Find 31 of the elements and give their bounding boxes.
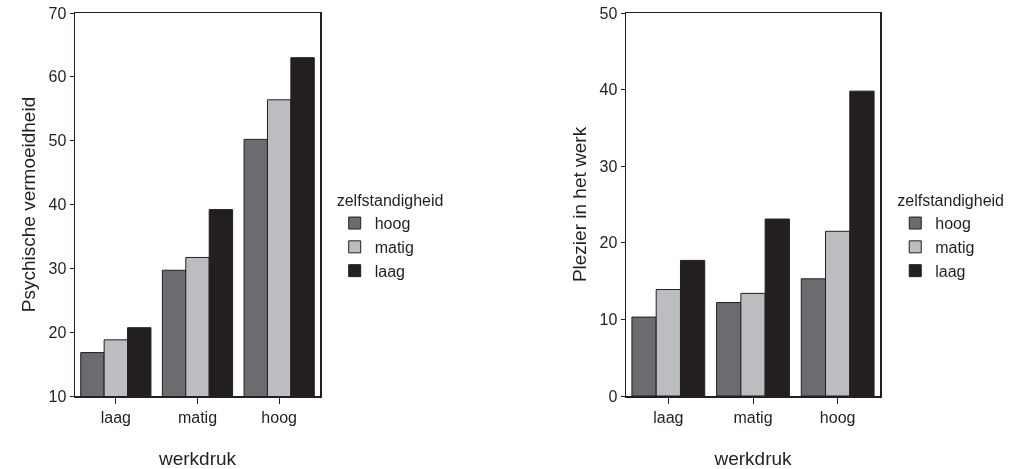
y-tick-label: 10 xyxy=(599,311,618,328)
legend-title: zelfstandigheid xyxy=(336,192,444,210)
y-tick-label: 40 xyxy=(48,196,67,214)
x-axis-title: werkdruk xyxy=(713,448,793,469)
y-tick-label: 20 xyxy=(599,234,618,252)
legend-label: hoog xyxy=(374,215,411,233)
y-tick-label: 10 xyxy=(48,387,67,405)
y-tick-label: 40 xyxy=(599,81,618,99)
x-axis-title: werkdruk xyxy=(157,448,237,469)
y-tick-label: 50 xyxy=(48,132,67,150)
y-tick-label: 30 xyxy=(48,259,67,277)
y-tick-label: 50 xyxy=(599,4,618,22)
y-tick-label: 60 xyxy=(48,68,67,86)
y-tick-label: 70 xyxy=(48,4,67,22)
x-tick-label: hoog xyxy=(261,408,297,426)
legend-label: laag xyxy=(374,262,405,280)
x-tick-label: laag xyxy=(653,408,684,426)
legend-title: zelfstandigheid xyxy=(897,192,1004,210)
x-tick-label: matig xyxy=(177,408,218,426)
legend-label: laag xyxy=(935,262,966,280)
y-axis-title: Psychische vermoeidheid xyxy=(17,96,39,313)
y-tick-label: 30 xyxy=(599,157,618,175)
legend-label: matig xyxy=(374,239,414,257)
y-tick-label: 0 xyxy=(608,387,618,405)
legend-label: matig xyxy=(935,239,975,257)
x-tick-label: matig xyxy=(733,408,773,426)
x-tick-label: laag xyxy=(100,408,131,426)
y-axis-title: Plezier in het werk xyxy=(568,126,590,283)
y-tick-label: 20 xyxy=(48,323,67,341)
legend-label: hoog xyxy=(935,215,971,233)
x-tick-label: hoog xyxy=(819,408,856,426)
